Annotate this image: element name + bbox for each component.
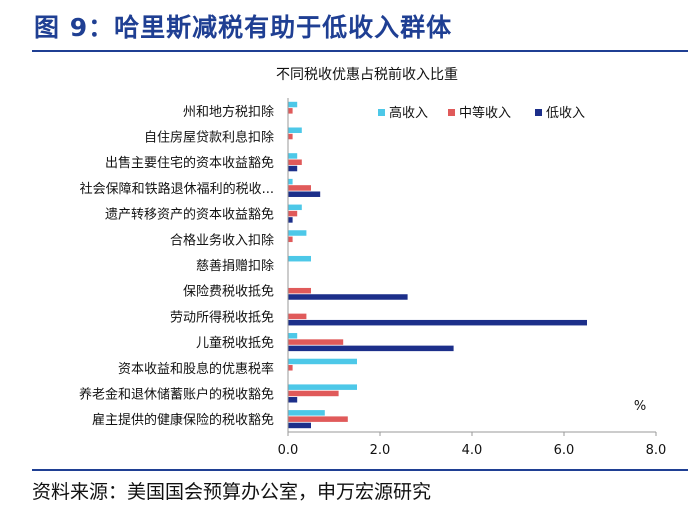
legend-label-middle: 中等收入: [459, 105, 511, 121]
x-tick-label: 8.0: [646, 443, 667, 458]
category-labels: 州和地方税扣除自住房屋贷款利息扣除出售主要住宅的资本收益豁免社会保障和铁路退休福…: [79, 104, 274, 428]
category-label: 社会保障和铁路退休福利的税收...: [80, 181, 274, 197]
bar-middle: [288, 339, 344, 345]
chart-title: 不同税收优惠占税前收入比重: [276, 66, 458, 83]
legend-swatch-high: [378, 109, 385, 116]
bar-middle: [288, 416, 348, 422]
bar-middle: [288, 365, 293, 371]
bar-high: [288, 101, 298, 108]
x-tick-label: 4.0: [462, 443, 483, 458]
chart-legend: 高收入 中等收入 低收入: [378, 105, 585, 121]
legend-label-high: 高收入: [389, 105, 428, 121]
bar-middle: [288, 287, 311, 294]
category-label: 自住房屋贷款利息扣除: [144, 130, 274, 146]
bar-middle: [288, 313, 307, 320]
bar-high: [288, 410, 325, 416]
bar-high: [288, 153, 298, 159]
bottom-rule: [32, 469, 688, 471]
x-tick-label: 0.0: [278, 443, 299, 458]
bar-low: [288, 397, 298, 403]
bar-low: [288, 345, 454, 352]
category-label: 州和地方税扣除: [183, 104, 274, 120]
category-label: 合格业务收入扣除: [170, 232, 274, 248]
bar-middle: [288, 159, 302, 165]
bar-high: [288, 333, 298, 339]
x-tick-label: 6.0: [554, 443, 575, 458]
bar-low: [288, 294, 408, 300]
bar-low: [288, 217, 293, 223]
category-label: 保险费税收抵免: [183, 285, 274, 300]
bar-high: [288, 127, 302, 133]
bars: [288, 101, 587, 429]
bar-low: [288, 422, 311, 429]
bar-low: [288, 191, 321, 197]
x-tick-label: 2.0: [370, 443, 391, 458]
bar-high: [288, 384, 357, 390]
category-label: 慈善捐赠扣除: [196, 258, 274, 274]
bar-low: [288, 165, 298, 172]
category-label: 劳动所得税收抵免: [170, 309, 274, 325]
legend-swatch-middle: [448, 109, 455, 116]
category-label: 遗产转移资产的资本收益豁免: [105, 207, 274, 223]
bar-high: [288, 230, 307, 236]
legend-swatch-low: [535, 109, 542, 116]
category-label: 儿童税收抵免: [196, 335, 274, 351]
bar-chart: 不同税收优惠占税前收入比重 高收入 中等收入 低收入 州和地方税扣除自住房屋贷款利息…: [79, 66, 667, 458]
bar-high: [288, 255, 311, 262]
bar-middle: [288, 236, 293, 243]
category-label: 养老金和退休储蓄账户的税收豁免: [79, 386, 274, 402]
bar-middle: [288, 210, 298, 217]
bar-middle: [288, 133, 293, 140]
category-label: 出售主要住宅的资本收益豁免: [105, 155, 274, 171]
source-note: 资料来源：美国国会预算办公室，申万宏源研究: [32, 481, 432, 503]
legend-label-low: 低收入: [546, 106, 585, 121]
bar-middle: [288, 390, 339, 397]
bar-middle: [288, 108, 293, 114]
category-label: 雇主提供的健康保险的税收豁免: [92, 412, 274, 428]
bar-high: [288, 178, 293, 185]
unit-label: %: [634, 399, 646, 414]
category-label: 资本收益和股息的优惠税率: [118, 361, 274, 377]
bar-high: [288, 204, 302, 211]
bar-middle: [288, 185, 311, 191]
top-rule: [32, 50, 688, 52]
figure-title: 图 9：哈里斯减税有助于低收入群体: [34, 13, 453, 42]
x-ticks: 0.0 2.0 4.0 6.0 8.0: [278, 432, 667, 458]
bar-high: [288, 358, 357, 365]
bar-low: [288, 319, 587, 326]
